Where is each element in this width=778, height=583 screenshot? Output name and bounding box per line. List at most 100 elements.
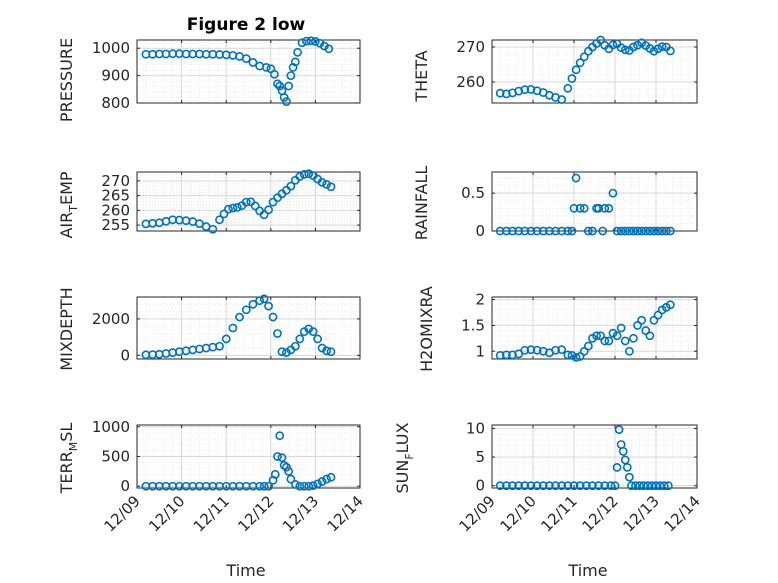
y-tick-labels: 260 270 — [456, 38, 485, 91]
data-point — [575, 58, 585, 68]
data-point — [567, 74, 577, 83]
data-point — [514, 86, 524, 96]
data-point — [600, 481, 610, 491]
ylabel-pressure: PRESSURE — [57, 38, 76, 122]
data-point — [643, 481, 653, 491]
y-tick-labels: 0 2000 — [92, 310, 130, 364]
data-point — [575, 203, 585, 213]
data-point — [508, 226, 517, 236]
data-point — [232, 202, 242, 212]
data-point — [551, 481, 560, 491]
y-tick-label: 10 — [466, 419, 485, 437]
y-tick-label: 0 — [120, 477, 130, 495]
data-point — [290, 57, 300, 67]
data-point — [622, 462, 632, 472]
data-point — [647, 481, 657, 491]
data-point — [302, 36, 311, 46]
data-point — [228, 203, 238, 213]
x-tick-label: 12/11 — [190, 492, 233, 535]
data-point — [608, 40, 618, 50]
data-point — [520, 85, 530, 95]
data-point — [259, 481, 269, 491]
data-point — [571, 353, 581, 362]
data-point — [268, 197, 278, 207]
data-point — [631, 481, 640, 491]
h2omixra-axes: 11.52 — [461, 291, 698, 362]
data-point — [532, 345, 542, 355]
data-point — [290, 480, 300, 489]
y-tick-label: 0 — [120, 346, 130, 364]
axes-frame — [136, 171, 361, 232]
data-point — [514, 349, 524, 359]
axes-frame — [491, 296, 698, 360]
data-point — [551, 226, 560, 236]
data-point — [259, 210, 269, 220]
data-point — [665, 46, 675, 56]
data-point — [255, 481, 265, 491]
data-point — [629, 226, 638, 236]
data-point — [612, 462, 622, 472]
series-markers — [495, 173, 675, 236]
data-point — [538, 226, 548, 236]
data-point — [501, 89, 511, 99]
y-tick-labels: 800 900 1000 — [92, 39, 130, 112]
data-point — [235, 312, 244, 322]
xlabel-right: Time — [567, 561, 607, 580]
data-point — [612, 226, 622, 236]
data-point — [508, 481, 517, 491]
data-point — [579, 52, 589, 62]
data-point — [520, 226, 530, 236]
axes-frame — [491, 171, 698, 232]
data-point — [215, 341, 224, 351]
data-point — [261, 62, 271, 72]
series-markers — [495, 35, 675, 104]
data-point — [620, 226, 630, 236]
data-point — [639, 481, 649, 491]
x-tick-label: 12/11 — [538, 492, 581, 535]
data-point — [268, 312, 278, 322]
series-markers — [141, 431, 336, 491]
data-point — [313, 334, 323, 344]
data-point — [618, 446, 628, 456]
data-point — [241, 305, 251, 315]
data-point — [629, 333, 638, 343]
data-point — [624, 226, 634, 236]
data-point — [495, 226, 505, 236]
data-point — [520, 345, 530, 355]
pressure-axes: 800 900 1000 — [92, 36, 361, 112]
y-tick-label: 2 — [475, 291, 485, 309]
data-point — [665, 226, 675, 236]
data-point — [295, 481, 305, 491]
data-point — [624, 346, 634, 356]
ylabel-sun-flux: SUNFLUX — [393, 422, 416, 493]
data-point — [614, 425, 624, 434]
data-point — [255, 296, 265, 306]
data-point — [616, 226, 626, 236]
data-point — [495, 88, 505, 98]
data-point — [526, 84, 536, 94]
data-point — [264, 301, 273, 311]
x-tick-label: 12/14 — [324, 492, 367, 535]
data-point — [241, 197, 251, 207]
theta-axes: 260 270 — [456, 35, 698, 104]
data-point — [608, 188, 618, 198]
ylabel-rainfall: RAINFALL — [412, 166, 431, 241]
data-point — [579, 203, 589, 213]
data-point — [571, 173, 581, 183]
data-point — [581, 481, 591, 491]
data-point — [514, 226, 524, 236]
data-point — [532, 226, 542, 236]
data-point — [264, 205, 273, 215]
y-tick-label: 260 — [456, 73, 485, 91]
data-point — [532, 481, 542, 491]
data-point — [508, 350, 517, 360]
data-point — [224, 204, 233, 214]
y-tick-label: 0 — [475, 222, 485, 240]
y-tick-label: 500 — [101, 448, 130, 466]
data-point — [600, 203, 610, 213]
x-tick-label: 12/12 — [579, 492, 622, 535]
data-point — [326, 472, 336, 482]
